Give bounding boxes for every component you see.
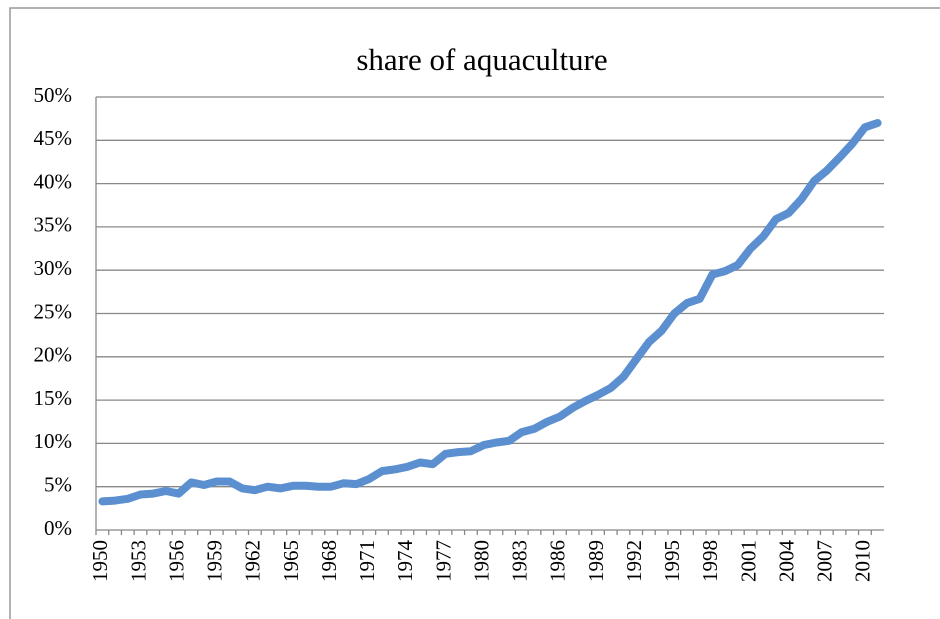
- x-tick-label: 1974: [393, 540, 417, 583]
- x-tick-label: 1956: [164, 540, 188, 582]
- x-tick-label: 1986: [546, 540, 570, 582]
- x-tick-label: 2010: [851, 540, 875, 582]
- y-tick-label: 15%: [34, 386, 73, 410]
- x-tick-label: 1977: [431, 540, 455, 582]
- chart-title: share of aquaculture: [356, 42, 607, 77]
- x-tick-label: 1998: [698, 540, 722, 582]
- x-tick-label: 1950: [88, 540, 112, 582]
- data-line: [98, 119, 882, 506]
- y-tick-label: 40%: [34, 169, 73, 193]
- x-tick-label: 2001: [736, 540, 760, 582]
- x-tick-label: 1983: [508, 540, 532, 582]
- x-tick-label: 2007: [813, 540, 837, 582]
- x-tick-label: 1980: [469, 540, 493, 582]
- x-tick-label: 1992: [622, 540, 646, 582]
- y-tick-label: 10%: [34, 429, 73, 453]
- x-tick-label: 1968: [317, 540, 341, 582]
- x-tick-label: 1959: [203, 540, 227, 582]
- y-tick-label: 50%: [34, 83, 73, 107]
- y-tick-label: 30%: [34, 256, 73, 280]
- y-tick-label: 0%: [44, 516, 72, 540]
- y-tick-label: 20%: [34, 343, 73, 367]
- x-tick-label: 1995: [660, 540, 684, 582]
- chart-frame: [9, 7, 940, 619]
- y-tick-label: 45%: [34, 126, 73, 150]
- x-tick-label: 2004: [774, 540, 798, 583]
- y-tick-label: 35%: [34, 213, 73, 237]
- x-tick-label: 1965: [279, 540, 303, 582]
- x-tick-label: 1989: [584, 540, 608, 582]
- y-tick-label: 25%: [34, 299, 73, 323]
- x-tick-label: 1971: [355, 540, 379, 582]
- y-tick-label: 5%: [44, 473, 72, 497]
- x-tick-label: 1962: [241, 540, 265, 582]
- x-tick-label: 1953: [126, 540, 150, 582]
